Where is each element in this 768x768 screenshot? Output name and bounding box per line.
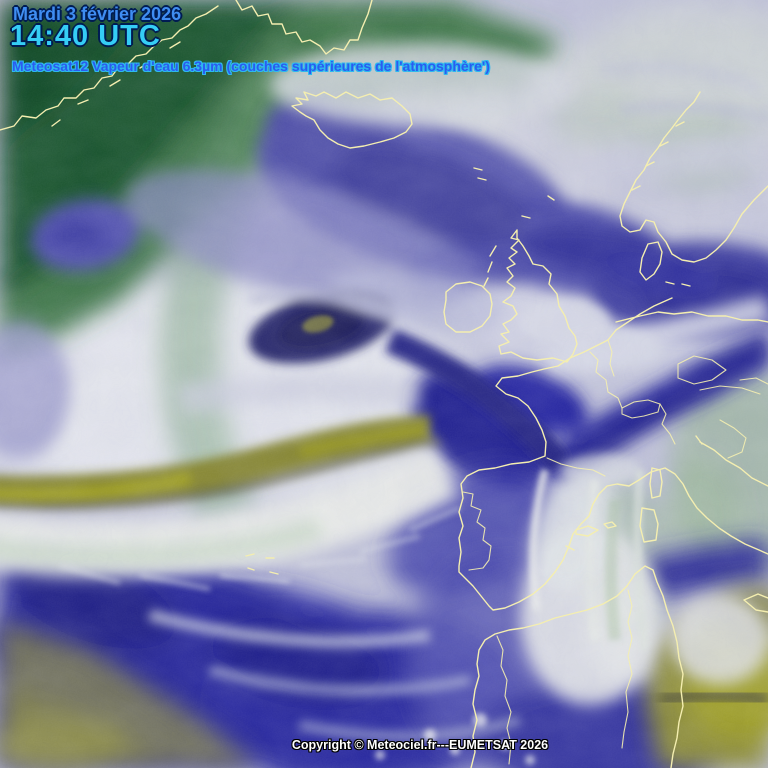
- faroe-islands: [473, 167, 487, 181]
- baltic-coast: [615, 311, 768, 323]
- africa-coast: [470, 565, 684, 768]
- germany-austria-borders: [607, 339, 761, 395]
- copyright-label: Copyright © Meteociel.fr---EUMETSAT 2026: [291, 738, 549, 752]
- portugal-spain-border: [462, 491, 492, 571]
- pyrenees-border: [546, 457, 606, 477]
- sardinia: [639, 507, 659, 543]
- sicily: [743, 593, 768, 613]
- denmark-coast: [639, 241, 691, 287]
- ireland-coast: [443, 281, 493, 333]
- adriatic-coast: [695, 435, 768, 487]
- time-label: 14:40 UTC: [10, 20, 161, 52]
- product-label: Meteosat12 Vapeur d'eau 6.3µm (couches s…: [12, 58, 490, 74]
- great-britain-coast: [498, 229, 578, 363]
- switzerland-border: [621, 399, 661, 419]
- italy-france-border: [659, 403, 676, 445]
- corsica: [649, 467, 663, 499]
- greenland-coast: [0, 5, 219, 131]
- iceland-coast: [291, 91, 413, 149]
- azores: [245, 553, 279, 575]
- balkan-borders: [719, 377, 768, 459]
- balearic-islands: [565, 521, 617, 551]
- czech-border: [677, 355, 727, 385]
- date-label: Mardi 3 février 2026: [13, 4, 182, 24]
- scandinavia-coast: [619, 91, 768, 263]
- france-east-border: [589, 351, 623, 409]
- continental-coast: [458, 297, 768, 611]
- greenland-east-coast: [235, 0, 373, 55]
- morocco-algeria-border: [496, 635, 512, 765]
- algeria-tunisia-border: [621, 589, 633, 749]
